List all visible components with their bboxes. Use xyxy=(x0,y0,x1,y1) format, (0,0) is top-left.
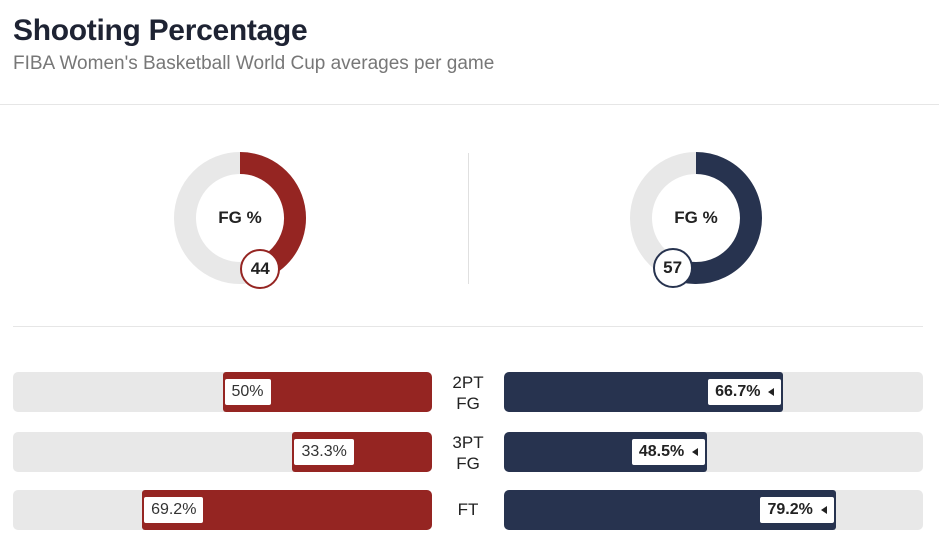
value-text: 48.5% xyxy=(638,443,685,460)
bar-track-right: 48.5% xyxy=(504,432,923,472)
left-triangle-icon xyxy=(768,388,775,396)
bar-track-left: 50% xyxy=(13,372,432,412)
left-triangle-icon xyxy=(692,448,699,456)
header-divider xyxy=(0,104,939,105)
fg-donut-right-value: 57 xyxy=(652,247,693,288)
fg-donut-right-arc xyxy=(667,152,762,284)
fg-donut-left-label: FG % xyxy=(218,208,262,227)
fg-donut-left-svg xyxy=(174,152,306,284)
chart-title: Shooting Percentage xyxy=(13,14,308,47)
category-label-3pt: 3PT FG xyxy=(436,432,500,474)
bar-track-left: 33.3% xyxy=(13,432,432,472)
chart-subtitle: FIBA Women's Basketball World Cup averag… xyxy=(13,53,495,74)
value-label-left-2pt: 50% xyxy=(222,377,273,407)
category-label-line: 3PT xyxy=(452,433,484,452)
value-label-right-ft: 79.2% xyxy=(758,495,836,525)
category-label-2pt: 2PT FG xyxy=(436,372,500,414)
fg-donut-right-label: FG % xyxy=(674,208,718,227)
bar-row-3pt: 33.3% 3PT FG 48.5% xyxy=(0,432,939,474)
fg-donut-left: FG % 44 xyxy=(172,150,308,290)
value-label-right-3pt: 48.5% xyxy=(629,437,708,467)
bar-left-ft: 69.2% xyxy=(142,490,432,530)
value-text: 79.2% xyxy=(767,501,813,518)
donut-divider xyxy=(468,153,469,284)
bar-right-2pt: 66.7% xyxy=(504,372,784,412)
bar-right-3pt: 48.5% xyxy=(504,432,708,472)
category-label-line: FG xyxy=(456,454,480,473)
value-label-left-ft: 69.2% xyxy=(142,495,206,525)
section-divider xyxy=(13,326,923,327)
bar-track-right: 79.2% xyxy=(504,490,923,530)
bar-track-right: 66.7% xyxy=(504,372,923,412)
category-label-line: FG xyxy=(456,394,480,413)
category-label-line: 2PT xyxy=(452,373,484,392)
category-label-line: FT xyxy=(457,500,479,519)
value-label-left-3pt: 33.3% xyxy=(292,437,356,467)
bar-row-2pt: 50% 2PT FG 66.7% xyxy=(0,372,939,414)
fg-donut-right: FG % 57 xyxy=(628,150,764,288)
bar-left-2pt: 50% xyxy=(222,372,432,412)
chart-header: Shooting Percentage FIBA Women's Basketb… xyxy=(13,12,494,75)
bar-right-ft: 79.2% xyxy=(504,490,836,530)
fg-donut-left-value: 44 xyxy=(240,249,281,290)
value-text: 66.7% xyxy=(715,383,761,400)
fg-donut-right-svg xyxy=(630,152,762,284)
bar-row-ft: 69.2% FT 79.2% xyxy=(0,490,939,530)
value-label-right-2pt: 66.7% xyxy=(706,377,784,407)
bar-left-3pt: 33.3% xyxy=(292,432,432,472)
bar-track-left: 69.2% xyxy=(13,490,432,530)
left-triangle-icon xyxy=(820,506,827,514)
category-label-ft: FT xyxy=(436,499,500,520)
fg-donut-left-arc xyxy=(239,152,306,280)
